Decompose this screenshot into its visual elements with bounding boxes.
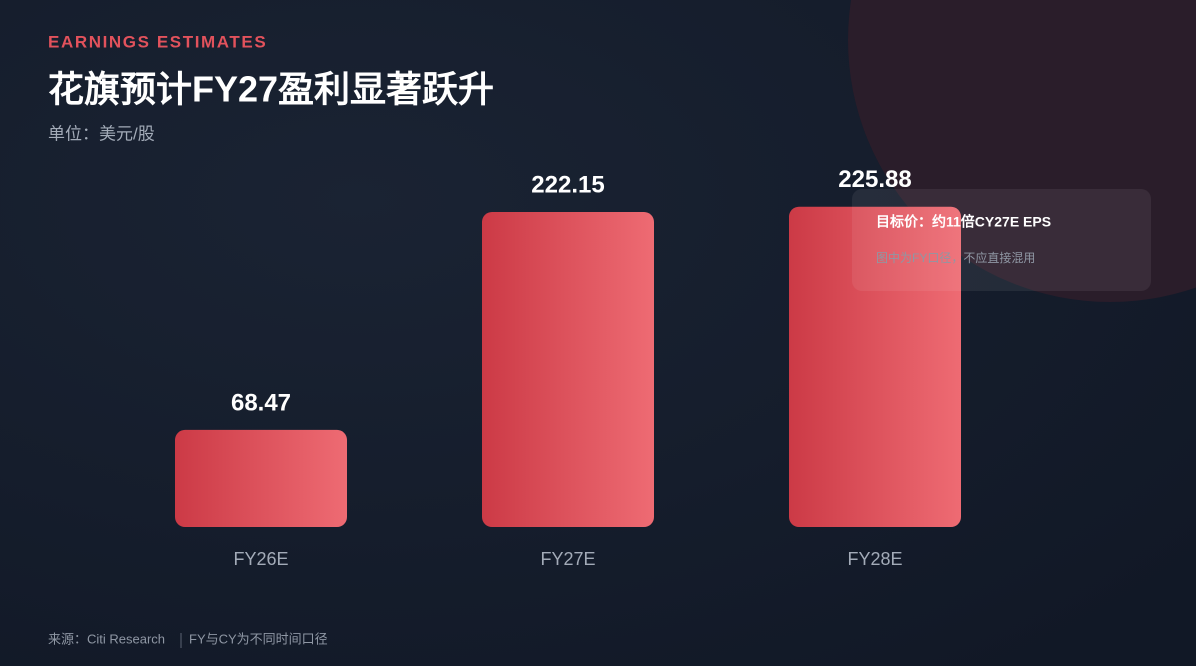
callout-note: 图中为FY口径，不应直接混用 [876,250,1035,265]
value-label: 225.88 [838,166,911,193]
footer-note: FY与CY为不同时间口径 [189,631,328,646]
callout-title: 目标价：约11倍CY27E EPS [876,214,1051,230]
x-tick-label: FY27E [540,549,595,569]
title: 花旗预计FY27盈利显著跃升 [48,69,494,110]
x-tick-label: FY26E [233,549,288,569]
subtitle: 单位：美元/股 [48,124,155,143]
kicker: EARNINGS ESTIMATES [48,32,267,51]
callout-box [852,189,1151,291]
bars: 68.47 FY26E 222.15 FY27E 225.88 FY28E [175,166,961,569]
value-label: 68.47 [231,389,291,416]
bar [789,206,961,528]
bar [482,211,654,527]
footer-source: 来源：Citi Research [48,631,165,646]
value-label: 222.15 [531,171,604,198]
bar [175,429,347,527]
x-tick-label: FY28E [847,549,902,569]
